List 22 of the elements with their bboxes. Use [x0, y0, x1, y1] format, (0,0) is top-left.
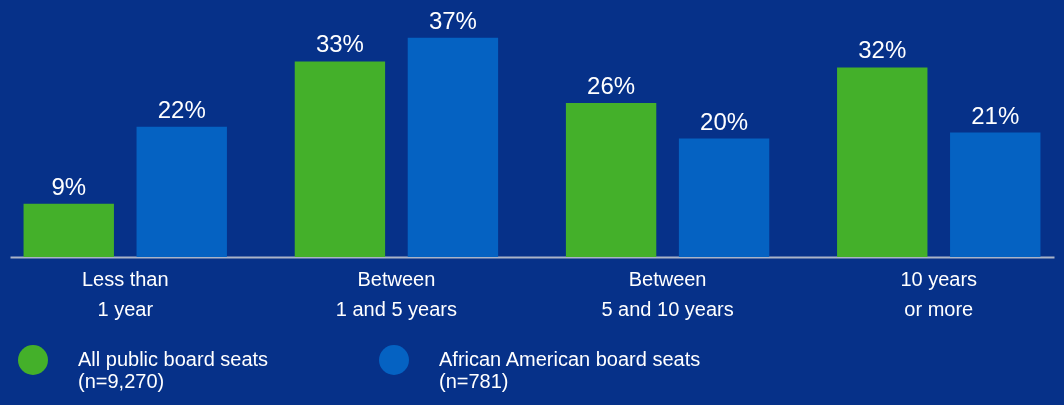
bar: [950, 132, 1041, 257]
data-label: 37%: [428, 6, 477, 34]
x-tick-label: 10 years or more: [900, 267, 978, 320]
legend-label: All public board seats (n=9,270): [78, 348, 269, 392]
x-tick-label: Less than 1 year: [81, 267, 169, 320]
bar: [678, 138, 770, 257]
data-label: 32%: [858, 36, 907, 64]
bar: [837, 67, 928, 257]
bar: [136, 126, 227, 257]
data-label: 20%: [700, 107, 749, 135]
data-label: 9%: [51, 172, 87, 200]
data-label: 21%: [971, 101, 1020, 129]
x-tick-label: Between 1 and 5 years: [335, 267, 458, 320]
bar: [565, 102, 657, 257]
x-tick-label: Between 5 and 10 years: [601, 267, 734, 320]
bar: [294, 61, 386, 257]
data-label: 33%: [315, 30, 364, 58]
bar: [407, 37, 499, 257]
bar: [23, 203, 114, 257]
legend-label: African American board seats (n=781): [439, 348, 701, 392]
data-label: 26%: [587, 71, 636, 99]
data-label: 22%: [157, 95, 206, 123]
